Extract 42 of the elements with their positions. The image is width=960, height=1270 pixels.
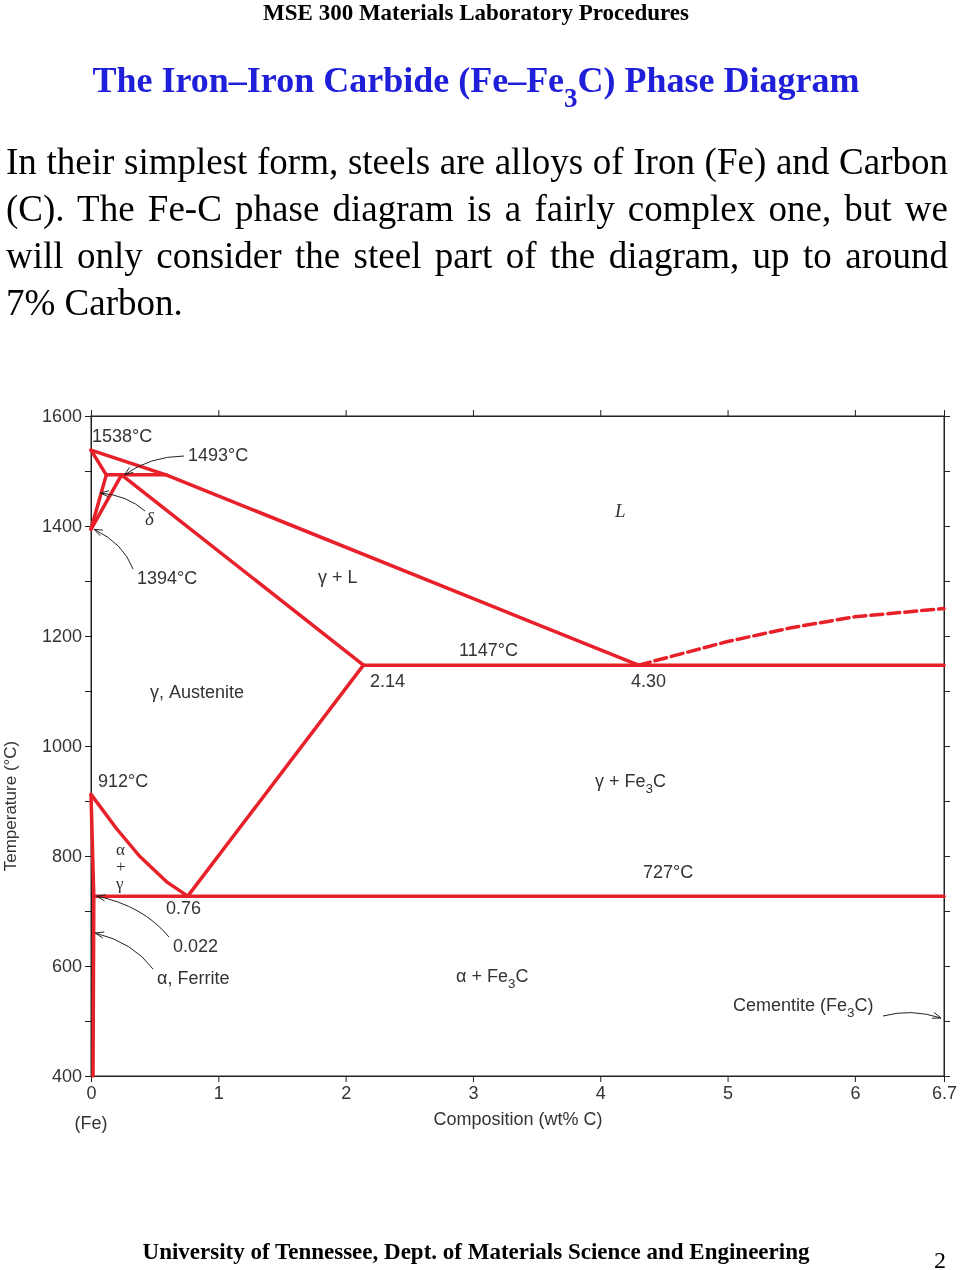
annotation: α + γ — [115, 839, 126, 893]
x-tick-label: 0 — [86, 1082, 97, 1103]
chart-title: The Iron–Iron Carbide (Fe–Fe$_{3}$C) Phase Diagram — [92, 60, 860, 113]
annotation: γ + L — [318, 566, 358, 587]
annotation: 912°C — [98, 770, 149, 791]
y-tick-label: 1600 — [41, 406, 82, 427]
x-tick-label: 1 — [213, 1082, 224, 1103]
y-tick-label: 800 — [51, 846, 82, 867]
annotation: 0.76 — [166, 897, 202, 918]
annotation: 4.30 — [631, 670, 667, 691]
annotation: 1147°C — [459, 639, 518, 660]
x-tick-label: 4 — [595, 1082, 606, 1103]
text: (Fe) — [74, 1112, 108, 1133]
x-tick-label: 6.7 — [931, 1082, 958, 1103]
annotation: γ, Austenite — [150, 681, 245, 702]
annotation: 0.022 — [173, 935, 219, 956]
y-tick-label: 1000 — [41, 736, 82, 757]
annotation: δ — [145, 508, 155, 530]
x-tick-label: 2 — [341, 1082, 352, 1103]
y-axis-title: Temperature (°C) — [1, 740, 20, 872]
x-tick-label: 6 — [850, 1082, 861, 1103]
annotation: α + Fe$_{3}$C — [456, 965, 529, 992]
y-tick-label: 400 — [51, 1066, 82, 1087]
y-tick-label: 1400 — [41, 516, 82, 537]
annotation: Cementite (Fe$_{3}$C) — [733, 994, 874, 1021]
annotation: 1493°C — [188, 444, 249, 465]
y-tick-label: 600 — [51, 956, 82, 977]
annotation: α, Ferrite — [157, 967, 230, 988]
text: University of Tennessee, Dept. of Materials Science and Engineering — [142, 1239, 810, 1264]
annotation: 1394°C — [137, 567, 198, 588]
annotation: 727°C — [643, 861, 694, 882]
text: MSE 300 Materials Laboratory Procedures — [263, 0, 689, 25]
annotation: 2.14 — [370, 670, 406, 691]
annotation: γ + Fe$_{3}$C — [595, 770, 667, 797]
x-tick-label: 3 — [468, 1082, 479, 1103]
x-tick-label: 5 — [723, 1082, 734, 1103]
y-tick-label: 1200 — [41, 626, 82, 647]
x-axis-title: Composition (wt% C) — [433, 1109, 603, 1129]
text: 2 — [934, 1247, 946, 1270]
annotation: 1538°C — [92, 425, 153, 446]
chart-subtitle: In their simplest form, steels are alloys of Iron (Fe) and Carbon (C). The Fe-C phase diagram is a fairly complex one, but we will only consider the steel part of the diagram, up to around 7% Carbon. — [6, 140, 948, 325]
annotation: L — [614, 500, 626, 522]
